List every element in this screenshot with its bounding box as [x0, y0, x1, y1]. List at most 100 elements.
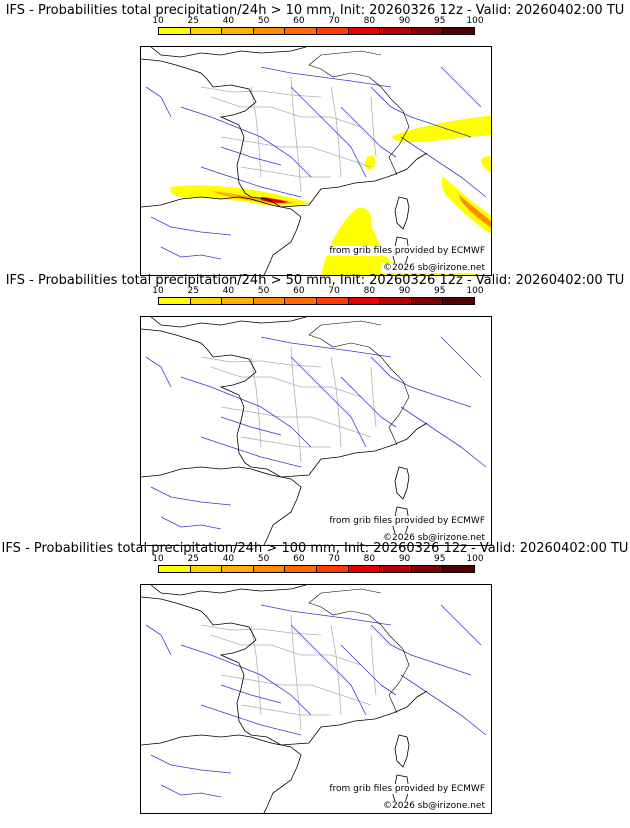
river — [340, 644, 397, 696]
river — [180, 376, 312, 448]
colorbar-swatch — [411, 28, 444, 34]
colorbar — [158, 565, 475, 573]
colorbar-tick-label: 60 — [293, 554, 305, 564]
country-border — [308, 320, 410, 446]
colorbar-swatch — [159, 28, 191, 34]
admin-boundary — [240, 166, 331, 178]
copyright-credit: ©2026 sb@irizone.net — [381, 801, 487, 811]
colorbar-tick-label: 95 — [434, 16, 446, 26]
river — [200, 166, 302, 198]
colorbar-swatch — [159, 566, 191, 572]
colorbar-tick-label: 100 — [466, 16, 484, 26]
admin-boundary — [220, 406, 372, 438]
river — [370, 624, 472, 676]
colorbar-swatch — [411, 566, 444, 572]
coastline — [150, 47, 307, 58]
precipitation-area — [365, 155, 376, 171]
colorbar-swatch — [285, 28, 317, 34]
admin-boundary — [200, 86, 322, 98]
admin-boundary — [370, 366, 377, 428]
river — [145, 624, 172, 656]
colorbar-swatch — [253, 566, 286, 572]
colorbar-swatch — [348, 28, 381, 34]
river — [160, 784, 222, 798]
river — [400, 406, 487, 468]
colorbar-tick-label: 40 — [222, 286, 235, 296]
colorbar-swatch — [285, 298, 317, 304]
river — [220, 146, 282, 166]
colorbar-swatch — [316, 566, 349, 572]
colorbar-swatch — [285, 566, 317, 572]
colorbar-swatch — [253, 298, 286, 304]
map-base-layer — [141, 47, 491, 275]
coastline — [141, 58, 428, 208]
river — [440, 336, 482, 378]
colorbar-swatch — [190, 298, 223, 304]
colorbar-tick-label: 25 — [187, 16, 199, 26]
colorbar-swatch — [411, 298, 444, 304]
river — [370, 86, 472, 138]
colorbar-tick-label: 90 — [398, 16, 411, 26]
map-base-layer — [141, 317, 487, 545]
river — [340, 376, 397, 428]
colorbar-swatch — [380, 566, 412, 572]
colorbar-swatch — [443, 28, 474, 34]
colorbar-tick-label: 90 — [398, 554, 411, 564]
colorbar-swatch — [316, 28, 349, 34]
precipitation-map: from grib files provided by ECMWF ©2026 … — [140, 584, 492, 814]
copyright-credit: ©2026 sb@irizone.net — [381, 533, 487, 543]
admin-boundary — [240, 436, 331, 448]
panel-title: IFS - Probabilities total precipitation/… — [1, 541, 629, 556]
river — [145, 86, 172, 118]
colorbar-tick-label: 50 — [257, 16, 270, 26]
colorbar-swatch — [190, 28, 223, 34]
river — [160, 516, 222, 530]
admin-boundary — [370, 96, 377, 158]
admin-boundary — [370, 634, 377, 696]
colorbar-tick-label: 80 — [363, 16, 376, 26]
admin-boundary — [330, 86, 342, 178]
admin-boundary — [250, 86, 262, 178]
colorbar-tick-label: 90 — [398, 286, 411, 296]
colorbar-swatch — [380, 298, 412, 304]
river — [290, 624, 367, 716]
source-credit: from grib files provided by ECMWF — [327, 246, 487, 256]
colorbar-swatch — [443, 566, 474, 572]
coastline — [141, 466, 302, 545]
precipitation-area — [261, 197, 289, 204]
colorbar — [158, 297, 475, 305]
admin-boundary — [250, 356, 262, 448]
river — [200, 436, 302, 468]
precipitation-map: from grib files provided by ECMWF ©2026 … — [140, 46, 492, 276]
coastline — [141, 596, 428, 746]
river — [260, 604, 392, 626]
colorbar-tick-label: 50 — [257, 286, 270, 296]
river — [220, 416, 282, 436]
colorbar-ticks: 10 25 40 50 60 70 80 90 95 100 — [152, 286, 483, 296]
colorbar-tick-label: 25 — [187, 286, 199, 296]
river — [290, 86, 367, 178]
colorbar-tick-label: 80 — [363, 554, 376, 564]
river — [150, 216, 232, 236]
river — [160, 246, 222, 260]
colorbar-tick-label: 10 — [152, 286, 164, 296]
river — [220, 684, 282, 704]
colorbar-swatch — [159, 298, 191, 304]
colorbar-tick-label: 40 — [222, 16, 235, 26]
admin-boundary — [200, 356, 322, 368]
colorbar-tick-label: 10 — [152, 16, 164, 26]
source-credit: from grib files provided by ECMWF — [327, 516, 487, 526]
colorbar-swatch — [380, 28, 412, 34]
coastline — [141, 328, 428, 478]
country-border — [308, 50, 410, 176]
colorbar-ticks: 10 25 40 50 60 70 80 90 95 100 — [152, 554, 483, 564]
colorbar-tick-label: 80 — [363, 286, 376, 296]
colorbar-tick-label: 25 — [187, 554, 199, 564]
corsica-outline — [394, 734, 410, 768]
river — [440, 604, 482, 646]
colorbar-swatch — [348, 298, 381, 304]
precipitation-area — [481, 156, 491, 173]
coastline — [150, 585, 307, 596]
coastline — [150, 317, 307, 328]
river — [145, 356, 172, 388]
